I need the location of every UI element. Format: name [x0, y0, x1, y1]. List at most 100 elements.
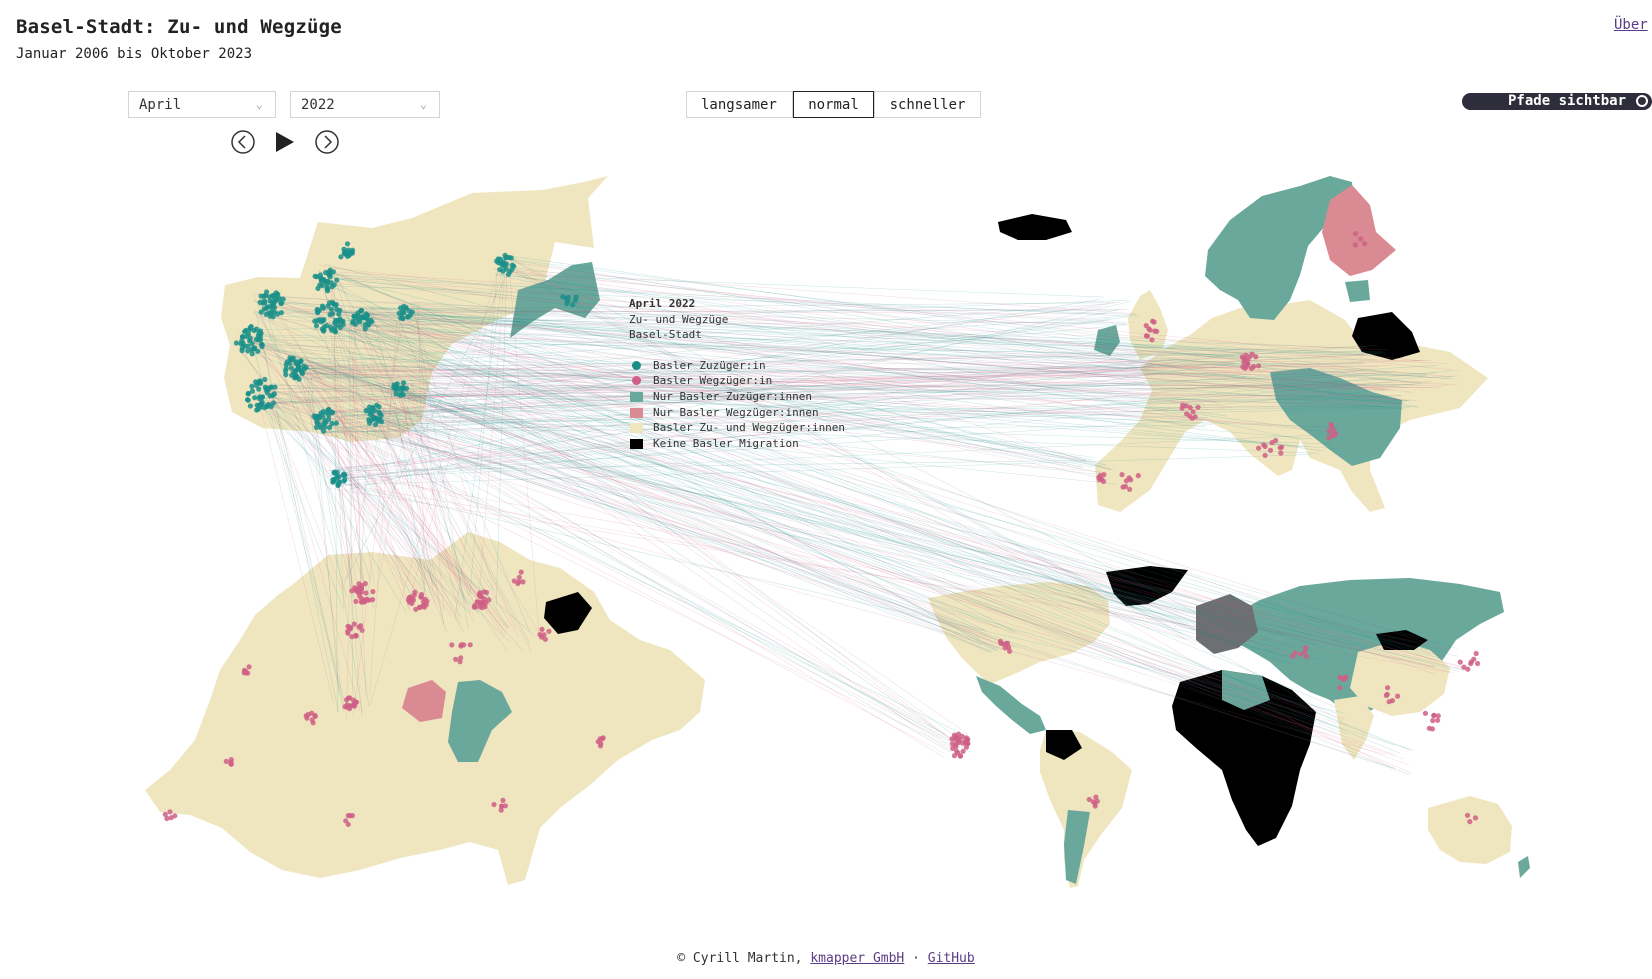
- migration-path: [350, 325, 367, 698]
- year-select[interactable]: 2022 ⌄: [290, 91, 440, 118]
- next-month-icon[interactable]: [314, 129, 340, 155]
- zuzug-dot: [314, 413, 320, 419]
- zuzug-dot: [328, 306, 334, 312]
- migration-path: [311, 366, 439, 601]
- zuzug-dot: [332, 320, 338, 326]
- migration-path: [339, 375, 1460, 428]
- wegzug-dot: [347, 626, 353, 632]
- migration-path: [404, 317, 1113, 399]
- zuzug-dot: [249, 351, 255, 357]
- migration-path: [257, 310, 416, 602]
- wegzug-dot: [1094, 798, 1100, 804]
- migration-path: [367, 314, 1437, 675]
- zuzug-dot: [395, 385, 401, 391]
- wegzug-dot: [1093, 794, 1099, 800]
- speed-faster-button[interactable]: schneller: [874, 91, 981, 118]
- wegzug-dot: [1333, 431, 1339, 437]
- kmapper-link[interactable]: kmapper GmbH: [810, 951, 905, 966]
- wegzug-dot: [950, 745, 956, 752]
- migration-path: [320, 425, 1207, 433]
- migration-path: [330, 317, 1190, 625]
- wegzug-dot: [358, 623, 364, 629]
- zuzug-dot: [398, 315, 404, 321]
- migration-path: [324, 412, 985, 631]
- zuzug-dot: [374, 402, 380, 408]
- wegzug-dot: [518, 569, 524, 575]
- legend-item-keine: Keine Basler Migration: [629, 436, 845, 452]
- region-mongolia: [1376, 630, 1428, 650]
- migration-path: [335, 411, 439, 591]
- wegzug-dot: [546, 628, 552, 634]
- migration-path: [336, 310, 495, 592]
- previous-month-icon[interactable]: [230, 129, 256, 155]
- wegzug-dot: [957, 753, 964, 759]
- migration-path: [299, 363, 357, 595]
- speed-slower-button[interactable]: langsamer: [686, 91, 793, 118]
- migration-path: [333, 418, 1207, 477]
- wegzug-dot: [1244, 361, 1251, 367]
- paths-visible-toggle[interactable]: Pfade sichtbar: [1462, 93, 1652, 110]
- migration-path: [496, 257, 1392, 374]
- zuzug-dot: [341, 478, 347, 484]
- wegzug-dot: [343, 818, 349, 824]
- migration-path: [337, 480, 357, 583]
- migration-path: [359, 420, 369, 603]
- migration-path: [329, 380, 1433, 413]
- migration-path: [295, 356, 1303, 448]
- migration-path: [513, 269, 1197, 646]
- month-select[interactable]: April ⌄: [128, 91, 276, 118]
- migration-path: [376, 423, 483, 607]
- wegzug-dot: [515, 580, 521, 587]
- about-link[interactable]: Über: [1614, 17, 1648, 33]
- migration-path: [341, 372, 1437, 416]
- migration-path: [349, 325, 995, 645]
- migration-path: [333, 365, 1154, 425]
- wegzug-dot: [417, 604, 423, 610]
- wegzug-dot: [963, 744, 970, 750]
- speed-normal-button[interactable]: normal: [793, 91, 874, 118]
- migration-path: [259, 393, 1463, 670]
- play-icon[interactable]: [272, 129, 298, 155]
- region-iceland: [998, 214, 1072, 240]
- region-south-america-black: [1046, 730, 1082, 760]
- zuzug-dot: [365, 317, 371, 323]
- migration-path: [318, 276, 1409, 402]
- zuzug-dot: [293, 374, 299, 380]
- zuzug-dot: [321, 428, 327, 434]
- migration-path: [330, 274, 1449, 380]
- wegzug-dot: [410, 597, 416, 603]
- migration-path: [326, 312, 971, 753]
- wegzug-dot: [1352, 231, 1359, 237]
- migration-path: [411, 391, 460, 617]
- zuzug-dot: [255, 406, 261, 412]
- wegzug-dot: [1358, 236, 1364, 242]
- migration-path: [303, 372, 1213, 425]
- migration-path: [344, 484, 1200, 631]
- migration-path: [340, 474, 363, 718]
- zuzug-dot: [397, 392, 403, 398]
- migration-path: [497, 273, 1150, 370]
- migration-path: [358, 327, 1087, 461]
- migration-path: [346, 472, 427, 611]
- migration-path: [371, 306, 445, 625]
- migration-path: [352, 323, 401, 718]
- zuzug-dot: [239, 345, 245, 351]
- migration-path: [273, 306, 1092, 460]
- wegzug-dot: [1461, 664, 1467, 670]
- zuzug-dot: [267, 313, 273, 319]
- zuzug-dot: [270, 400, 276, 406]
- migration-path: [328, 285, 1337, 708]
- wegzug-dot: [1135, 473, 1141, 479]
- migration-path: [324, 431, 411, 610]
- migration-path: [364, 307, 1127, 325]
- migration-path: [336, 315, 1413, 752]
- wegzug-dot: [1122, 483, 1128, 490]
- github-link[interactable]: GitHub: [927, 951, 975, 966]
- map-legend: April 2022 Zu- und Wegzüge Basel-Stadt B…: [629, 296, 845, 451]
- migration-path: [304, 367, 1086, 461]
- migration-path: [398, 310, 1101, 467]
- teal-square-icon: [630, 391, 643, 402]
- migration-path: [253, 293, 375, 608]
- zuzug-dot: [240, 334, 246, 340]
- migration-path: [353, 328, 1095, 468]
